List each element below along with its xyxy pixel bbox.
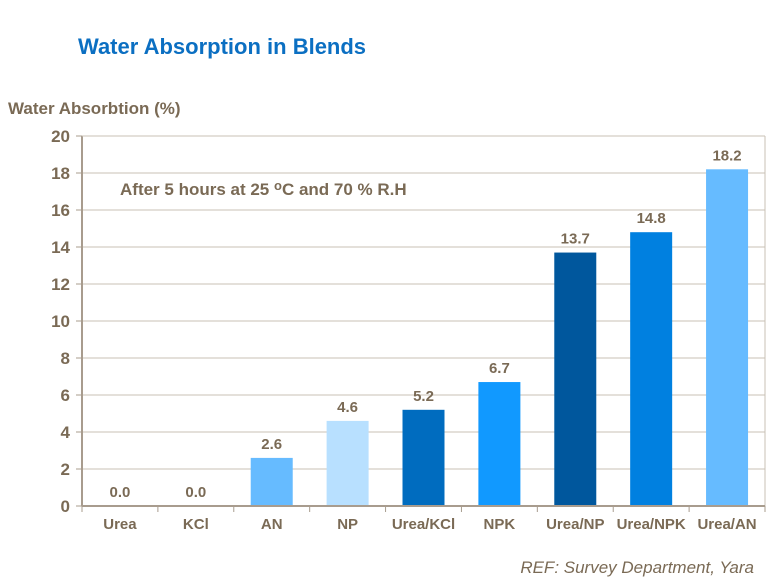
data-label: 13.7: [561, 231, 590, 248]
y-tick-label: 10: [51, 312, 70, 331]
x-tick-label: Urea/NPK: [617, 516, 686, 533]
bar: [630, 232, 673, 506]
x-tick-label: AN: [261, 516, 283, 533]
x-tick-label: Urea/KCl: [392, 516, 455, 533]
y-tick-label: 4: [61, 423, 71, 442]
y-tick-label: 6: [61, 386, 70, 405]
data-label: 14.8: [637, 210, 666, 227]
bar: [402, 409, 445, 506]
y-tick-label: 20: [51, 127, 70, 146]
y-tick-label: 14: [51, 238, 70, 257]
y-tick-label: 8: [61, 349, 70, 368]
y-tick-label: 18: [51, 164, 70, 183]
data-label: 0.0: [185, 484, 206, 501]
x-tick-label: Urea/NP: [546, 516, 604, 533]
bar: [554, 252, 597, 506]
y-tick-label: 12: [51, 275, 70, 294]
data-label: 5.2: [413, 388, 434, 405]
y-axis-label: Water Absorbtion (%): [8, 99, 181, 118]
y-tick-label: 16: [51, 201, 70, 220]
bar: [326, 420, 369, 506]
x-tick-label: NP: [337, 516, 358, 533]
x-tick-label: NPK: [484, 516, 516, 533]
bar: [250, 457, 293, 506]
y-tick-label: 0: [61, 497, 70, 516]
data-label: 6.7: [489, 360, 510, 377]
data-label: 18.2: [712, 147, 741, 164]
y-tick-label: 2: [61, 460, 70, 479]
bar: [706, 169, 749, 507]
x-tick-label: Urea: [103, 516, 137, 533]
data-label: 4.6: [337, 399, 358, 416]
data-label: 0.0: [110, 484, 131, 501]
chart-title: Water Absorption in Blends: [78, 34, 367, 59]
x-tick-label: Urea/AN: [697, 516, 756, 533]
bar: [478, 382, 521, 506]
x-tick-label: KCl: [183, 516, 209, 533]
reference-note: REF: Survey Department, Yara: [520, 558, 754, 577]
annotation: After 5 hours at 25 oC and 70 % R.H: [120, 178, 407, 199]
data-label: 2.6: [261, 436, 282, 453]
